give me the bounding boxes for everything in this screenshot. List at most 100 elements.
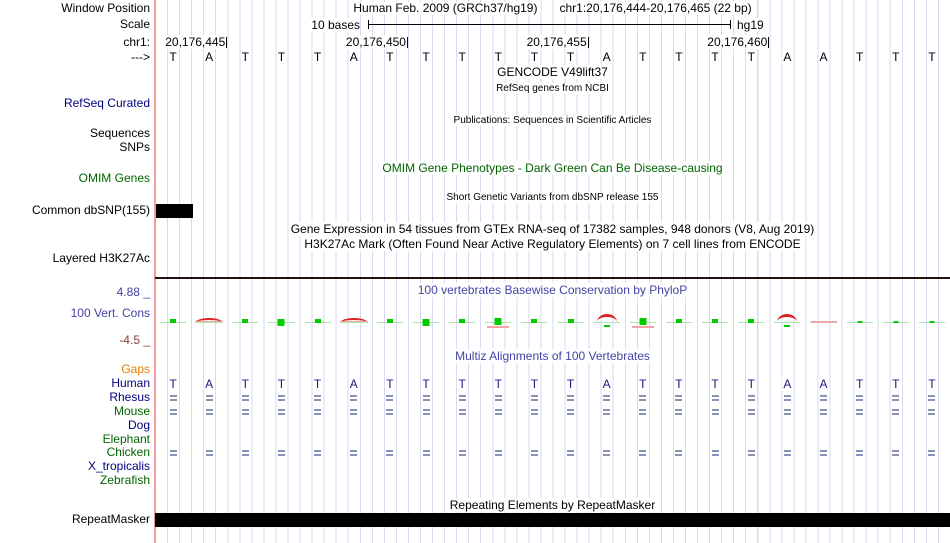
multiz-alignment-cell: [589, 433, 625, 447]
conservation-mark: [339, 318, 368, 323]
multiz-alignment-cell: [444, 433, 480, 447]
sequence-base: A: [601, 50, 612, 64]
multiz-alignment-cell: [516, 446, 552, 460]
repeatmasker-label[interactable]: RepeatMasker: [69, 512, 152, 526]
multiz-alignment-cell: [408, 391, 444, 405]
multiz-alignment-cell: [336, 405, 372, 419]
conservation-cell: [191, 312, 227, 334]
conservation-mark: [422, 319, 430, 326]
multiz-species-label-zebrafish[interactable]: Zebrafish: [97, 473, 152, 488]
multiz-alignment-cell: [300, 419, 336, 433]
chromosome-label: chr1:: [121, 35, 152, 49]
repeatmasker-track-title[interactable]: Repeating Elements by RepeatMasker: [447, 498, 658, 512]
refseq-track-title[interactable]: RefSeq genes from NCBI: [494, 83, 611, 94]
multiz-alignment-cell: [914, 419, 950, 433]
conservation-mark: [603, 325, 610, 327]
multiz-species-label-x_tropicalis[interactable]: X_tropicalis: [85, 459, 152, 474]
multiz-alignment-cell: [733, 405, 769, 419]
multiz-alignment-cell: [661, 391, 697, 405]
multiz-alignment-cell: [878, 446, 914, 460]
multiz-alignment-cell: [769, 405, 805, 419]
conservation-cell: [697, 312, 733, 334]
snps-label[interactable]: SNPs: [117, 140, 152, 154]
multiz-alignment-cell: [878, 391, 914, 405]
multiz-alignment-cell: T: [927, 376, 937, 391]
multiz-alignment-cell: [300, 433, 336, 447]
multiz-alignment-cell: [227, 405, 263, 419]
conservation-mark: [748, 319, 755, 323]
common-dbsnp-label[interactable]: Common dbSNP(155): [29, 203, 152, 217]
window-position-label: Window Position: [59, 1, 152, 15]
conservation-mark: [487, 326, 510, 328]
multiz-alignment-cell: [372, 419, 408, 433]
multiz-alignment-cell: [842, 419, 878, 433]
dbsnp-variant-feature[interactable]: [156, 204, 193, 218]
multiz-alignment-cell: T: [565, 376, 576, 391]
gtex-track-title[interactable]: Gene Expression in 54 tissues from GTEx …: [288, 222, 817, 236]
h3k27ac-track-title[interactable]: H3K27Ac Mark (Often Found Near Active Re…: [302, 237, 803, 251]
conservation-cell: [661, 312, 697, 334]
conservation-cell: [805, 312, 841, 334]
multiz-species-label-chicken[interactable]: Chicken: [104, 445, 152, 460]
conservation-cell: [155, 312, 191, 334]
multiz-track-title[interactable]: Multiz Alignments of 100 Vertebrates: [453, 349, 652, 363]
strand-arrow-label: --->: [129, 50, 152, 64]
multiz-species-label-mouse[interactable]: Mouse: [111, 403, 152, 418]
omim-track-title[interactable]: OMIM Gene Phenotypes - Dark Green Can Be…: [380, 161, 725, 175]
sequence-base: A: [348, 50, 359, 64]
multiz-species-label-human[interactable]: Human: [109, 375, 152, 390]
conservation-cell: [263, 312, 299, 334]
conservation-mark: [631, 326, 654, 328]
multiz-alignment-cell: [336, 419, 372, 433]
multiz-species-label-dog[interactable]: Dog: [125, 417, 152, 432]
multiz-alignment-cell: [191, 446, 227, 460]
multiz-species-label-rhesus[interactable]: Rhesus: [107, 389, 152, 404]
phylop-track-title[interactable]: 100 vertebrates Basewise Conservation by…: [415, 283, 690, 297]
multiz-alignment-cell: [697, 391, 733, 405]
conservation-mark: [494, 318, 502, 325]
multiz-alignment-cell: [697, 405, 733, 419]
multiz-alignment-cell: [444, 446, 480, 460]
multiz-alignment-cell: [769, 433, 805, 447]
publications-track-title[interactable]: Publications: Sequences in Scientific Ar…: [451, 115, 654, 126]
multiz-alignment-cell: [553, 391, 589, 405]
multiz-alignment-cell: T: [674, 376, 684, 391]
multiz-alignment-cell: T: [385, 376, 395, 391]
multiz-alignment-cell: [589, 446, 625, 460]
conservation-mark: [386, 319, 393, 323]
multiz-alignment-cell: [805, 419, 841, 433]
multiz-alignment-cell: [733, 391, 769, 405]
multiz-species-label-elephant[interactable]: Elephant: [100, 431, 152, 446]
conservation-cell: [625, 312, 661, 334]
sequence-base: T: [168, 50, 178, 64]
sequence-base: T: [710, 50, 720, 64]
conservation-cell: [516, 312, 552, 334]
conservation-mark: [784, 325, 791, 327]
multiz-alignment-cell: [842, 433, 878, 447]
conservation-cell: [372, 312, 408, 334]
dbsnp-track-title[interactable]: Short Genetic Variants from dbSNP releas…: [444, 192, 661, 203]
multiz-species-label-gaps[interactable]: Gaps: [119, 362, 152, 376]
multiz-alignment-cell: T: [457, 376, 467, 391]
layered-h3k27ac-label[interactable]: Layered H3K27Ac: [50, 251, 152, 265]
ruler-position-number: 20,176,460: [706, 35, 769, 49]
sequences-label[interactable]: Sequences: [87, 126, 152, 140]
multiz-alignment-cell: [697, 433, 733, 447]
gencode-track-title[interactable]: GENCODE V49lift37: [495, 65, 610, 79]
repeatmasker-feature[interactable]: [155, 513, 950, 527]
multiz-alignment-cell: [769, 419, 805, 433]
conservation-mark: [531, 319, 538, 323]
vert-cons-label[interactable]: 100 Vert. Cons: [68, 306, 152, 320]
multiz-alignment-cell: A: [601, 376, 612, 391]
conservation-mark: [242, 319, 249, 323]
sequence-base: T: [276, 50, 287, 64]
refseq-curated-label[interactable]: RefSeq Curated: [61, 96, 152, 110]
multiz-alignment-cell: [300, 446, 336, 460]
ruler-position-number: 20,176,450: [344, 35, 407, 49]
ruler-position-number: 20,176,445: [164, 35, 227, 49]
conservation-cell: [444, 312, 480, 334]
omim-genes-label[interactable]: OMIM Genes: [76, 171, 152, 185]
multiz-alignment-cell: [155, 433, 191, 447]
multiz-alignment-cell: [480, 419, 516, 433]
multiz-alignment-cell: [769, 391, 805, 405]
